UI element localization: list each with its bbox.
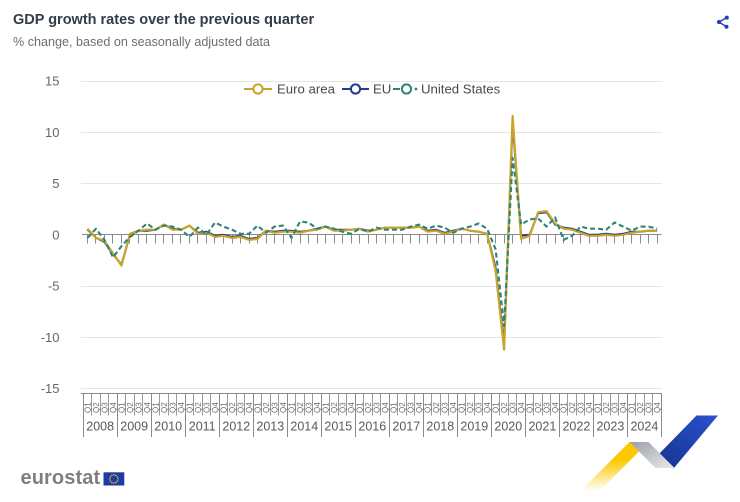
svg-text:Q4: Q4 — [109, 402, 118, 413]
svg-text:Q2: Q2 — [228, 402, 237, 413]
svg-text:2014: 2014 — [290, 420, 318, 434]
svg-text:Q4: Q4 — [211, 402, 220, 413]
svg-text:-5: -5 — [48, 279, 60, 294]
svg-text:Q1: Q1 — [594, 402, 603, 413]
svg-text:Q4: Q4 — [517, 402, 526, 413]
svg-text:Q2: Q2 — [364, 402, 373, 413]
svg-text:2015: 2015 — [324, 420, 352, 434]
svg-text:Q3: Q3 — [304, 402, 313, 413]
svg-text:Q3: Q3 — [441, 402, 450, 413]
svg-text:Q4: Q4 — [245, 402, 254, 413]
svg-text:Q3: Q3 — [373, 402, 382, 413]
svg-text:Q4: Q4 — [415, 402, 424, 413]
svg-text:Q3: Q3 — [134, 402, 143, 413]
svg-text:2012: 2012 — [222, 420, 250, 434]
svg-text:-10: -10 — [41, 330, 60, 345]
svg-text:Q3: Q3 — [100, 402, 109, 413]
svg-text:Q1: Q1 — [390, 402, 399, 413]
svg-text:Q4: Q4 — [279, 402, 288, 413]
svg-text:Q3: Q3 — [611, 402, 620, 413]
svg-text:2021: 2021 — [528, 420, 556, 434]
svg-text:Q1: Q1 — [117, 402, 126, 413]
svg-text:Q2: Q2 — [126, 402, 135, 413]
svg-text:Q4: Q4 — [313, 402, 322, 413]
svg-text:Q2: Q2 — [602, 402, 611, 413]
svg-text:Q2: Q2 — [500, 402, 509, 413]
svg-text:Q1: Q1 — [458, 402, 467, 413]
svg-text:EU: EU — [373, 82, 391, 97]
svg-text:Q4: Q4 — [551, 402, 560, 413]
svg-text:2020: 2020 — [494, 420, 522, 434]
svg-text:Q1: Q1 — [287, 402, 296, 413]
svg-text:Q3: Q3 — [577, 402, 586, 413]
svg-text:2022: 2022 — [562, 420, 590, 434]
svg-text:2011: 2011 — [189, 420, 216, 434]
svg-text:Q4: Q4 — [449, 402, 458, 413]
svg-text:Q2: Q2 — [330, 402, 339, 413]
svg-text:Q4: Q4 — [381, 402, 390, 413]
svg-text:Q4: Q4 — [619, 402, 628, 413]
svg-text:2016: 2016 — [358, 420, 386, 434]
svg-text:Q1: Q1 — [492, 402, 501, 413]
svg-text:Q1: Q1 — [185, 402, 194, 413]
svg-text:Q1: Q1 — [219, 402, 228, 413]
svg-text:Q4: Q4 — [347, 402, 356, 413]
svg-text:2017: 2017 — [392, 420, 420, 434]
svg-text:Q3: Q3 — [475, 402, 484, 413]
svg-text:-15: -15 — [41, 381, 60, 396]
svg-text:Q4: Q4 — [653, 402, 662, 413]
svg-text:Q1: Q1 — [151, 402, 160, 413]
svg-text:5: 5 — [52, 176, 59, 191]
svg-text:Q1: Q1 — [560, 402, 569, 413]
svg-text:Q2: Q2 — [194, 402, 203, 413]
svg-text:2019: 2019 — [460, 420, 488, 434]
svg-text:% change, based on seasonally: % change, based on seasonally adjusted d… — [13, 35, 270, 49]
svg-text:United States: United States — [421, 82, 501, 97]
svg-text:Q2: Q2 — [636, 402, 645, 413]
svg-text:2008: 2008 — [86, 420, 114, 434]
svg-text:GDP growth rates over the prev: GDP growth rates over the previous quart… — [13, 12, 314, 28]
svg-text:Q4: Q4 — [143, 402, 152, 413]
svg-text:2009: 2009 — [120, 420, 148, 434]
svg-text:Q2: Q2 — [160, 402, 169, 413]
svg-text:Q2: Q2 — [466, 402, 475, 413]
svg-text:Q1: Q1 — [526, 402, 535, 413]
svg-text:Q2: Q2 — [534, 402, 543, 413]
svg-text:Q2: Q2 — [432, 402, 441, 413]
svg-text:Q3: Q3 — [270, 402, 279, 413]
svg-text:Q4: Q4 — [585, 402, 594, 413]
svg-text:Q3: Q3 — [407, 402, 416, 413]
svg-text:Q2: Q2 — [296, 402, 305, 413]
svg-text:Q3: Q3 — [645, 402, 654, 413]
svg-text:0: 0 — [52, 227, 59, 242]
svg-text:Q4: Q4 — [483, 402, 492, 413]
svg-text:Q1: Q1 — [424, 402, 433, 413]
svg-text:Q3: Q3 — [543, 402, 552, 413]
svg-text:Q1: Q1 — [83, 402, 92, 413]
svg-text:Q1: Q1 — [253, 402, 262, 413]
svg-text:Q3: Q3 — [509, 402, 518, 413]
svg-text:Euro area: Euro area — [277, 82, 336, 97]
svg-text:2023: 2023 — [596, 420, 624, 434]
svg-text:Q3: Q3 — [168, 402, 177, 413]
svg-text:2013: 2013 — [256, 420, 284, 434]
svg-text:Q1: Q1 — [355, 402, 364, 413]
svg-text:Q2: Q2 — [568, 402, 577, 413]
svg-text:Q1: Q1 — [321, 402, 330, 413]
svg-text:Q2: Q2 — [262, 402, 271, 413]
svg-text:Q3: Q3 — [338, 402, 347, 413]
svg-text:Q4: Q4 — [177, 402, 186, 413]
svg-text:Q2: Q2 — [92, 402, 101, 413]
svg-text:2024: 2024 — [630, 420, 658, 434]
svg-text:Q1: Q1 — [628, 402, 637, 413]
svg-text:Q2: Q2 — [398, 402, 407, 413]
svg-text:15: 15 — [45, 74, 59, 89]
svg-text:2018: 2018 — [426, 420, 454, 434]
svg-text:Q3: Q3 — [202, 402, 211, 413]
svg-text:2010: 2010 — [154, 420, 182, 434]
svg-text:10: 10 — [45, 125, 59, 140]
svg-text:Q3: Q3 — [236, 402, 245, 413]
svg-text:eurostat: eurostat — [21, 467, 101, 489]
